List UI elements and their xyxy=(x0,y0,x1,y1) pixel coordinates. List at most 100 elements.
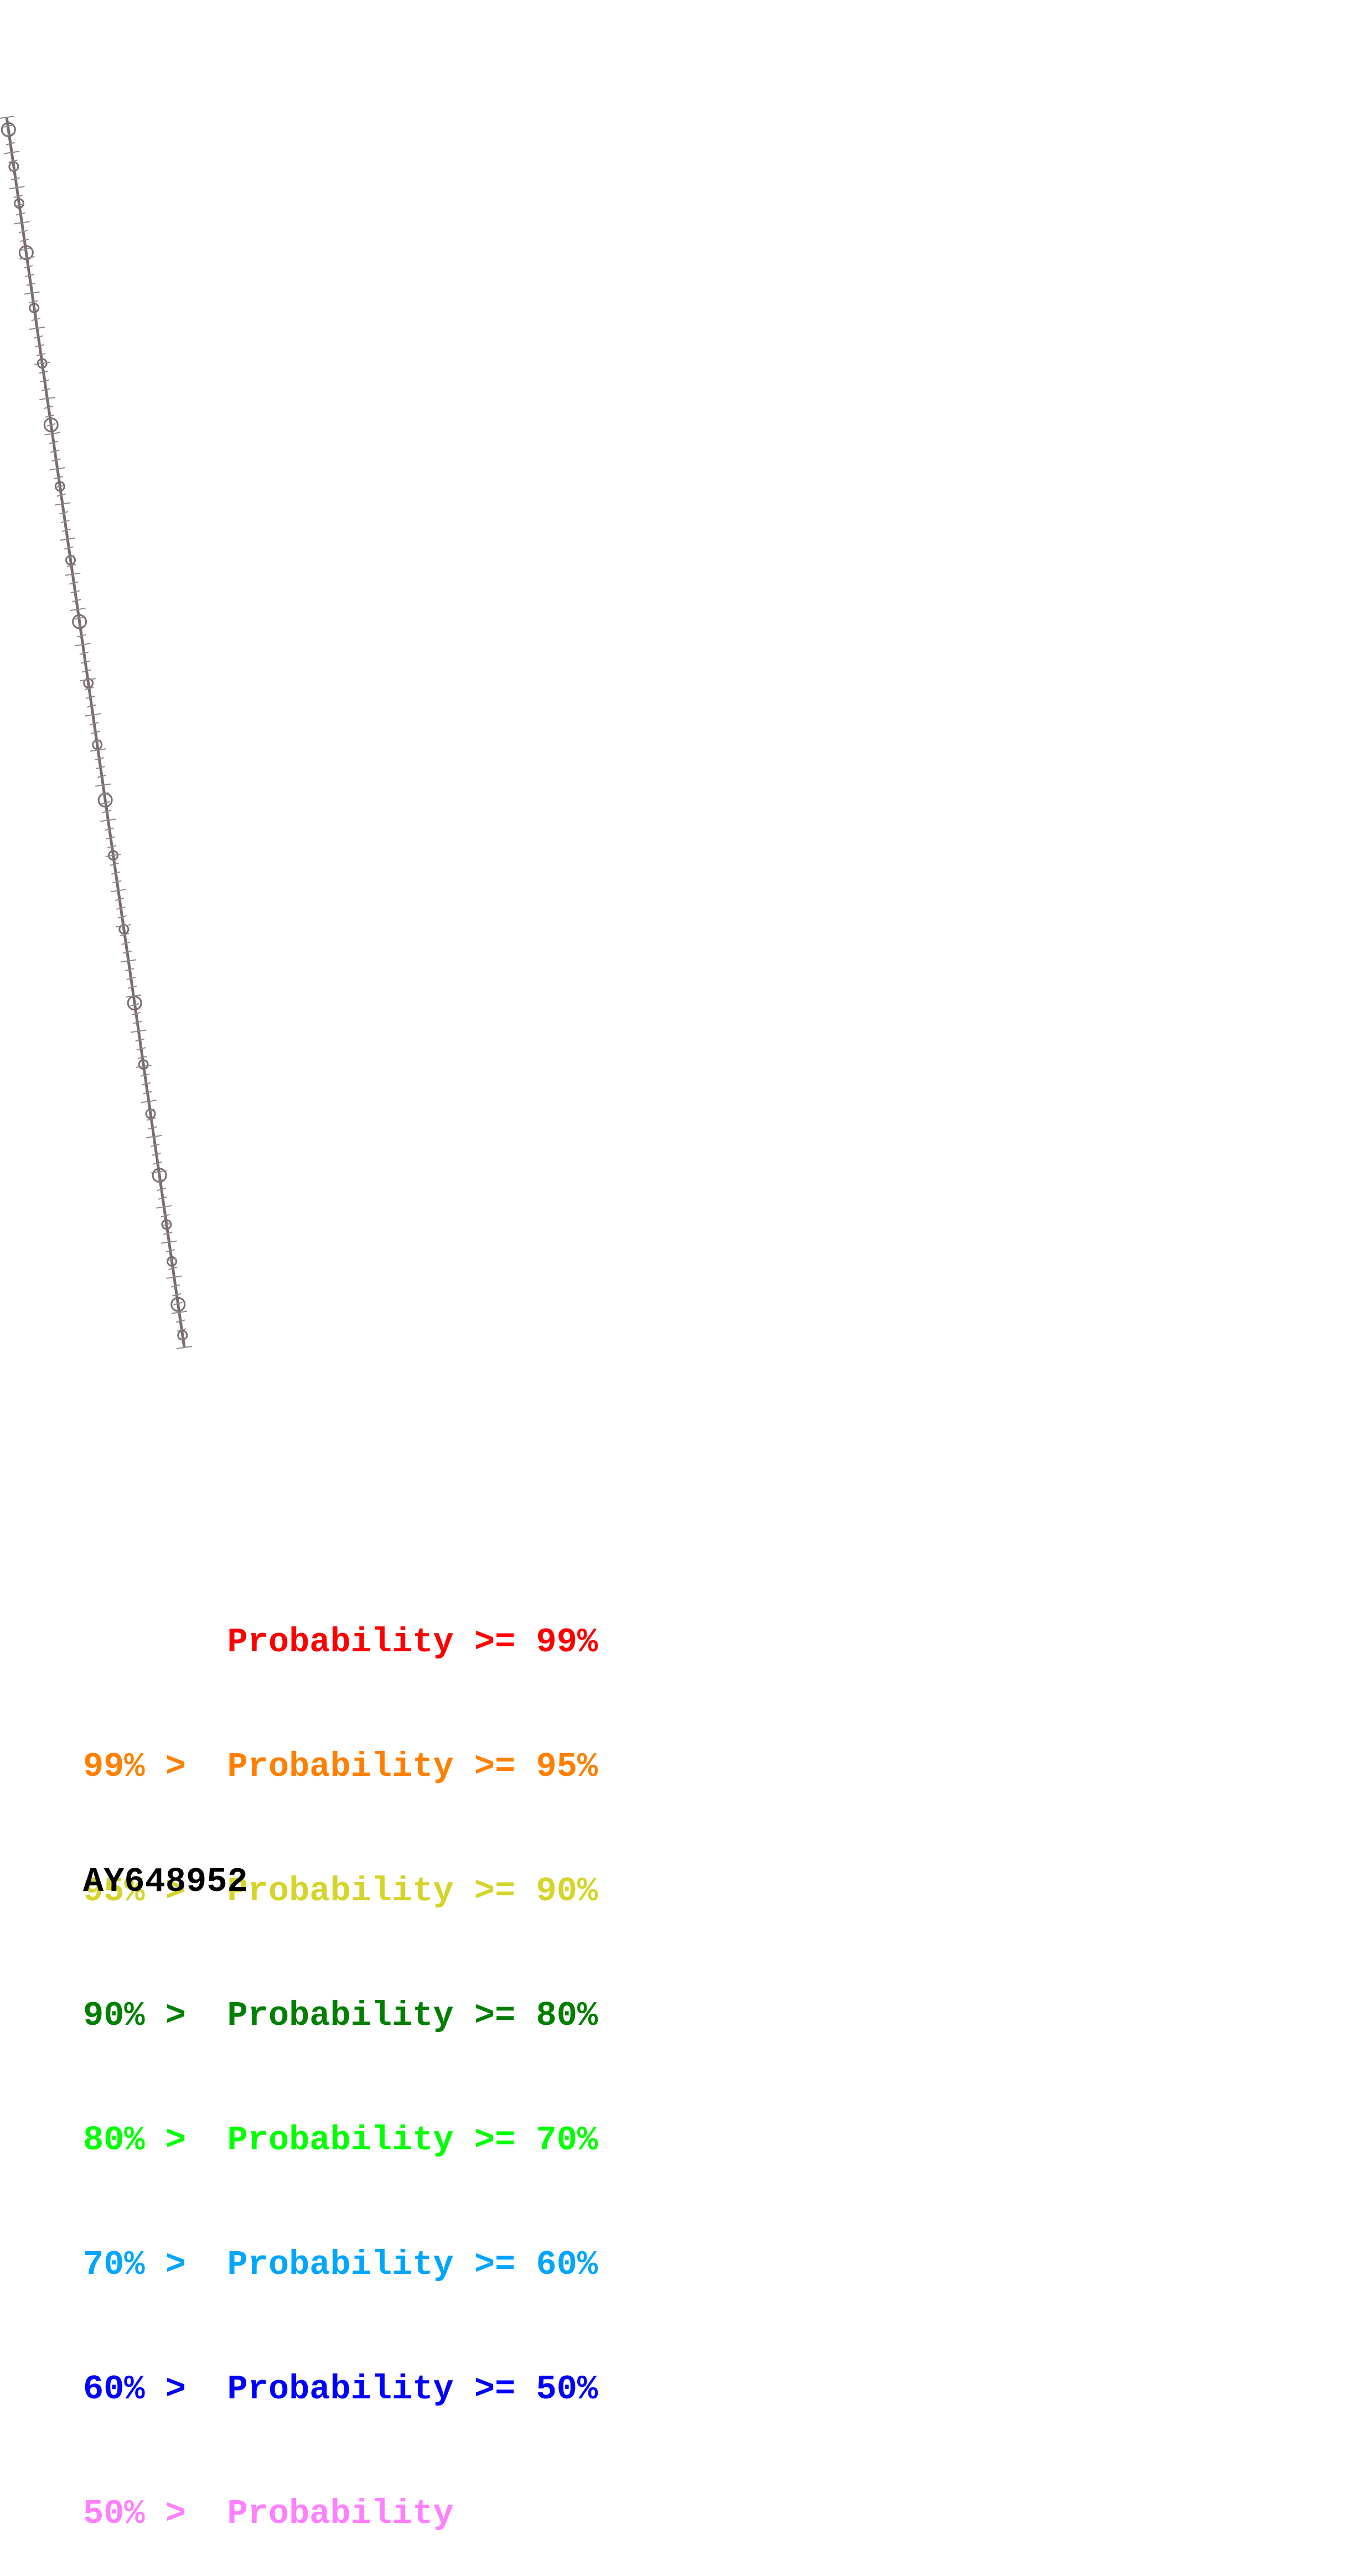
base-pair-tick xyxy=(152,1152,161,1156)
base-pair-tick xyxy=(60,520,70,524)
hairpin-loop xyxy=(108,850,119,861)
legend-upper: >= 60% xyxy=(474,2245,598,2284)
hairpin-loop xyxy=(65,554,76,566)
base-pair-tick xyxy=(79,651,89,655)
hairpin-loop xyxy=(118,924,130,935)
base-pair-tick xyxy=(165,1249,175,1253)
base-pair-tick xyxy=(177,1328,187,1332)
base-pair-tick xyxy=(84,687,94,691)
structure-base-pairs xyxy=(0,116,193,1349)
base-pair-tick xyxy=(65,572,81,576)
legend-row: 90% > Probability >= 80% xyxy=(83,1995,598,2036)
base-pair-tick xyxy=(100,792,109,796)
hairpin-loop xyxy=(92,739,103,750)
base-pair-tick xyxy=(156,1179,165,1183)
base-pair-tick xyxy=(14,203,24,207)
base-pair-tick xyxy=(89,722,99,725)
base-pair-tick xyxy=(34,361,50,365)
base-pair-tick xyxy=(85,713,101,717)
legend-separator xyxy=(165,1623,227,1662)
base-pair-tick xyxy=(80,678,96,682)
legend-separator: > xyxy=(165,1747,227,1786)
base-pair-tick xyxy=(105,827,114,831)
base-pair-tick xyxy=(135,1038,144,1042)
base-pair-tick xyxy=(26,282,35,286)
base-pair-tick xyxy=(69,581,79,585)
base-pair-tick xyxy=(61,528,71,532)
base-pair-tick xyxy=(151,1170,167,1174)
base-pair-tick xyxy=(39,370,48,374)
legend-upper: >= 99% xyxy=(474,1623,598,1662)
base-pair-tick xyxy=(161,1240,177,1244)
base-pair-tick xyxy=(106,836,116,840)
base-pair-tick xyxy=(64,546,74,550)
hairpin-loop xyxy=(72,614,87,629)
base-pair-tick xyxy=(126,977,136,981)
base-pair-tick xyxy=(153,1161,163,1165)
legend-separator: > xyxy=(165,2370,227,2409)
base-pair-tick xyxy=(9,186,25,190)
base-pair-tick xyxy=(35,344,44,348)
base-pair-tick xyxy=(166,1275,182,1279)
hairpin-loop xyxy=(29,303,40,314)
base-pair-tick xyxy=(14,221,30,225)
base-pair-tick xyxy=(9,168,19,172)
base-pair-tick xyxy=(71,599,81,603)
legend-lower: 70% xyxy=(83,2245,165,2284)
base-pair-tick xyxy=(55,484,65,488)
base-pair-tick xyxy=(54,502,71,506)
base-pair-tick xyxy=(92,739,102,743)
legend-row: Probability >= 99% xyxy=(83,1621,598,1663)
base-pair-tick xyxy=(11,177,20,181)
base-pair-tick xyxy=(175,1319,185,1323)
base-pair-tick xyxy=(0,116,15,119)
base-pair-tick xyxy=(70,608,86,611)
hairpin-loop xyxy=(161,1219,172,1230)
base-pair-tick xyxy=(140,1073,150,1077)
base-pair-tick xyxy=(141,1082,151,1086)
base-pair-tick xyxy=(147,1117,156,1121)
base-pair-tick xyxy=(3,124,13,128)
base-pair-tick xyxy=(21,247,30,251)
base-pair-tick xyxy=(171,1310,187,1314)
hairpin-loop xyxy=(37,358,48,369)
base-pair-tick xyxy=(18,230,28,234)
legend-row: 60% > Probability >= 50% xyxy=(83,2368,598,2410)
base-pair-tick xyxy=(115,898,125,901)
base-pair-tick xyxy=(117,915,127,919)
base-pair-tick xyxy=(136,1064,152,1068)
base-pair-tick xyxy=(158,1196,168,1200)
base-pair-tick xyxy=(15,212,25,216)
legend-row: 50% > Probability xyxy=(83,2493,598,2534)
base-pair-tick xyxy=(46,423,56,427)
base-pair-tick xyxy=(90,748,106,752)
base-pair-tick xyxy=(36,353,46,356)
base-pair-tick xyxy=(82,669,91,673)
base-pair-tick xyxy=(138,1056,147,1059)
legend-upper: >= 80% xyxy=(474,1996,598,2035)
legend-word: Probability xyxy=(227,1623,474,1662)
base-pair-tick xyxy=(161,1214,170,1217)
base-pair-tick xyxy=(131,1012,141,1015)
legend-lower: 95% xyxy=(83,1872,165,1911)
base-pair-tick xyxy=(87,704,96,708)
rna-secondary-structure xyxy=(0,116,193,1349)
base-pair-tick xyxy=(145,1108,155,1112)
base-pair-tick xyxy=(163,1231,173,1235)
base-pair-tick xyxy=(25,273,34,277)
legend-separator: > xyxy=(165,1996,227,2035)
base-pair-tick xyxy=(75,642,91,646)
legend-lower: 99% xyxy=(83,1747,165,1786)
base-pair-tick xyxy=(49,467,65,471)
base-pair-tick xyxy=(173,1302,183,1305)
base-pair-tick xyxy=(41,388,51,392)
legend-lower xyxy=(83,1623,165,1662)
hairpin-loop xyxy=(177,1330,188,1341)
hairpin-loop xyxy=(8,161,19,172)
sequence-id: AY648952 xyxy=(83,1862,248,1901)
base-pair-tick xyxy=(19,239,29,242)
hairpin-loop xyxy=(145,1108,156,1119)
legend-row: 95% > Probability >= 90% xyxy=(83,1870,598,1912)
base-pair-tick xyxy=(50,449,60,453)
base-pair-tick xyxy=(110,889,126,893)
